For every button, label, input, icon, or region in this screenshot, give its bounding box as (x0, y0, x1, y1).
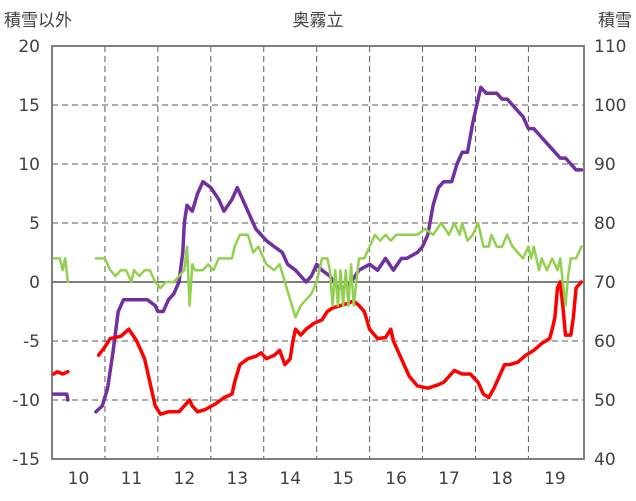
y-right-tick-label: 110 (594, 37, 626, 57)
series-line-2 (96, 280, 584, 416)
x-tick-label: 13 (226, 469, 248, 489)
y-right-tick-label: 40 (594, 450, 616, 470)
series-line-3 (52, 257, 70, 284)
y-left-tick-label: 5 (29, 214, 40, 234)
y-left-tick-label: 0 (29, 273, 40, 293)
x-tick-label: 18 (491, 469, 513, 489)
series-line-3 (94, 221, 583, 319)
y-left-tick-label: -15 (12, 450, 40, 470)
plot-frame (51, 45, 585, 460)
chart-title: 奥霧立 (293, 11, 344, 31)
grid (51, 46, 584, 459)
x-tick-label: 11 (121, 469, 143, 489)
x-tick-label: 10 (68, 469, 90, 489)
y-left-label: 積雪以外 (4, 11, 72, 31)
x-tick-label: 19 (544, 469, 566, 489)
x-tick-label: 16 (385, 469, 407, 489)
series-layer (51, 85, 584, 416)
series-line-1 (51, 392, 70, 402)
y-left-tick-label: -5 (23, 332, 40, 352)
tick-labels: -15 -10 -5 0 5 10 15 20 40 50 60 70 80 90 100 110 10 11 12… (12, 37, 626, 489)
x-tick-label: 17 (438, 469, 460, 489)
y-left-tick-label: -10 (12, 391, 40, 411)
y-left-tick-label: 15 (18, 96, 40, 116)
y-right-tick-label: 70 (594, 273, 616, 293)
y-right-tick-label: 90 (594, 155, 616, 175)
y-left-tick-label: 20 (18, 37, 40, 57)
x-tick-label: 12 (174, 469, 196, 489)
y-right-label: 積雪 (598, 11, 632, 31)
series-line-2 (51, 369, 70, 376)
y-right-tick-label: 50 (594, 391, 616, 411)
x-tick-label: 14 (279, 469, 301, 489)
y-right-tick-label: 100 (594, 96, 626, 116)
y-right-tick-label: 80 (594, 214, 616, 234)
y-left-tick-label: 10 (18, 155, 40, 175)
x-tick-label: 15 (332, 469, 354, 489)
y-right-tick-label: 60 (594, 332, 616, 352)
